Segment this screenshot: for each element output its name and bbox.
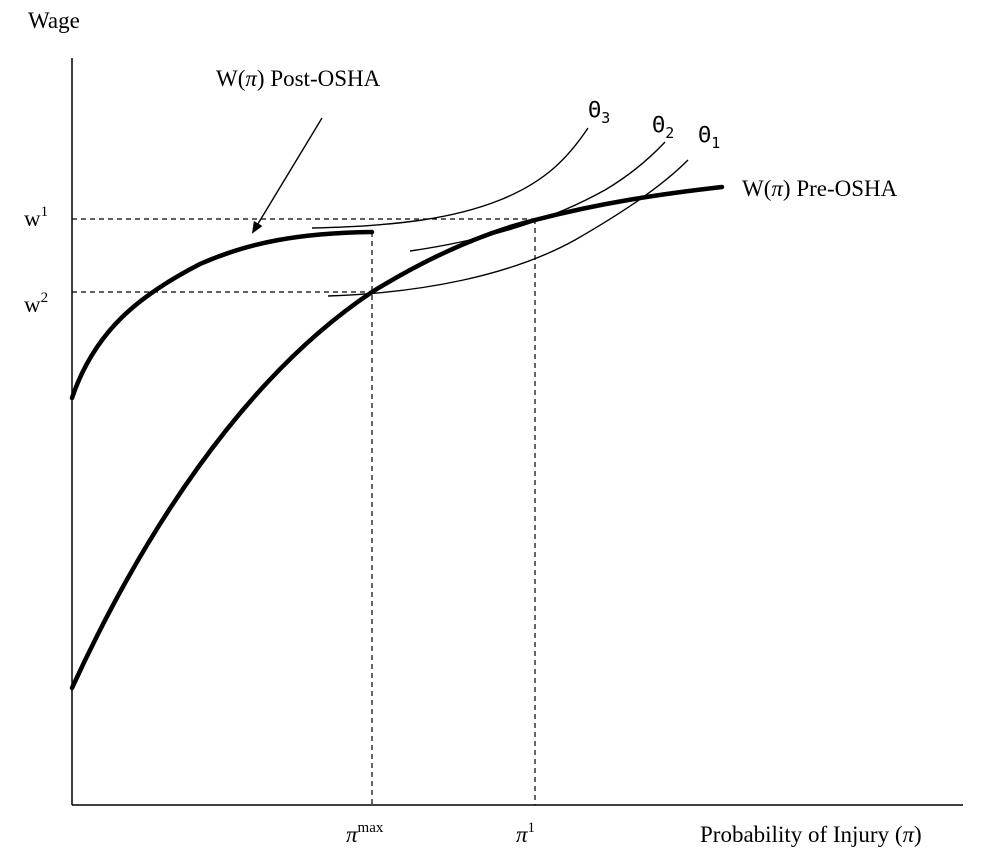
w2-label-sup: 2 — [41, 290, 49, 306]
y-axis-label: Wage — [28, 8, 80, 33]
post-osha-wage-curve — [72, 232, 372, 398]
theta2-label: Θ2 — [652, 113, 674, 142]
pre-osha-wage-curve — [72, 187, 722, 688]
pi1-label: π1 — [516, 820, 535, 847]
theta1-label: Θ1 — [698, 123, 720, 152]
w1-label-sup: 1 — [41, 204, 49, 220]
pre-osha-label-w: W( — [742, 176, 771, 201]
pi1-label-sup: 1 — [528, 820, 536, 836]
w1-label-base: w — [24, 206, 41, 231]
theta1-label-sub: 1 — [711, 134, 720, 152]
theta3-label-symbol: Θ — [588, 98, 601, 123]
pre-osha-label: W(π) Pre-OSHA — [742, 176, 898, 201]
theta2-label-sub: 2 — [665, 124, 674, 142]
post-osha-label-w: W( — [216, 66, 245, 91]
w1-label: w1 — [24, 204, 48, 231]
theta2-curve — [410, 142, 665, 251]
w2-label: w2 — [24, 290, 48, 317]
pre-osha-label-rest: ) Pre-OSHA — [783, 176, 898, 201]
theta3-label: Θ3 — [588, 98, 610, 127]
theta2-label-symbol: Θ — [652, 113, 665, 138]
post-osha-label: W(π) Post-OSHA — [216, 66, 381, 91]
pi-max-label: πmax — [346, 820, 384, 847]
theta3-label-sub: 3 — [601, 109, 610, 127]
x-axis-label: Probability of Injury (π) — [700, 822, 922, 847]
pi-max-label-sup: max — [358, 820, 384, 836]
post-osha-pointer-arrow — [253, 118, 322, 232]
x-axis-label-close: ) — [914, 822, 922, 847]
theta1-label-symbol: Θ — [698, 123, 711, 148]
theta3-curve — [312, 128, 588, 228]
post-osha-label-rest: ) Post-OSHA — [257, 66, 381, 91]
x-axis-label-main: Probability of Injury ( — [700, 822, 903, 847]
w2-label-base: w — [24, 292, 41, 317]
